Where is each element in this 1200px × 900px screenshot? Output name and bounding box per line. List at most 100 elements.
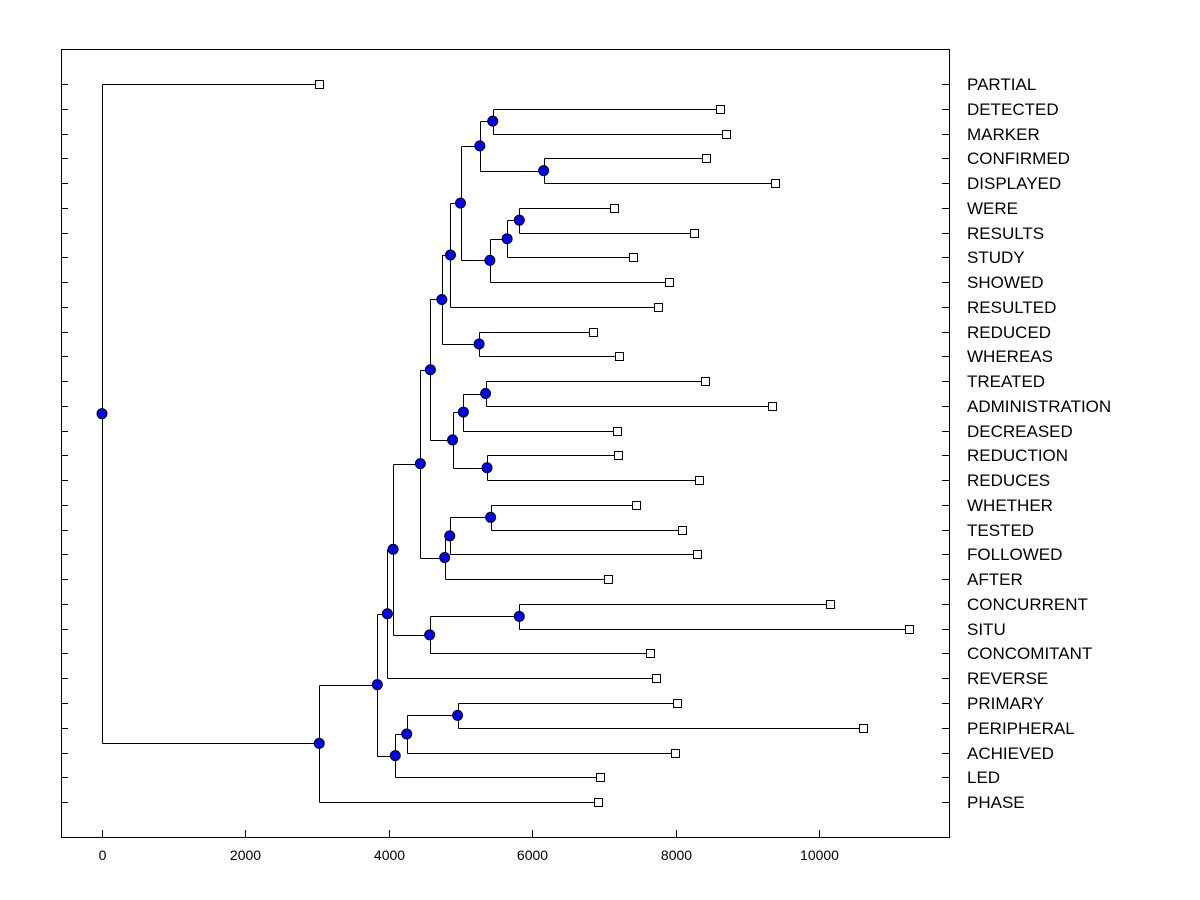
leaf-label: RESULTS: [967, 224, 1044, 243]
merge-node-marker: [424, 629, 436, 641]
merge-node-marker: [444, 530, 456, 542]
leaf-marker: [614, 451, 623, 460]
leaf-label: DISPLAYED: [967, 174, 1061, 193]
x-axis-ticks: [102, 830, 820, 837]
leaf-label: CONFIRMED: [967, 149, 1070, 168]
right-axis-ticks: [942, 84, 949, 803]
merge-node-marker: [389, 750, 401, 762]
leaf-marker: [629, 253, 638, 262]
merge-node-markers: [96, 115, 550, 762]
merge-node-marker: [457, 406, 469, 418]
leaf-label: TESTED: [967, 521, 1034, 540]
leaf-marker: [596, 773, 605, 782]
leaf-label: STUDY: [967, 248, 1025, 267]
leaf-label: DETECTED: [967, 100, 1059, 119]
leaf-label: AFTER: [967, 570, 1023, 589]
leaf-marker: [604, 575, 613, 584]
leaf-label: DECREASED: [967, 422, 1073, 441]
leaf-label: REDUCED: [967, 323, 1051, 342]
merge-node-marker: [452, 709, 464, 721]
leaf-labels: PARTIAL DETECTED MARKER CONFIRMED DISPLAYED W…: [967, 75, 1111, 812]
merge-node-marker: [538, 165, 550, 177]
leaf-label: CONCOMITANT: [967, 644, 1092, 663]
merge-node-marker: [480, 388, 492, 399]
leaf-marker: [589, 328, 598, 337]
leaf-marker: [652, 674, 661, 683]
leaf-marker: [690, 229, 699, 238]
leaf-marker: [678, 526, 687, 535]
leaf-marker: [826, 600, 835, 609]
merge-node-marker: [387, 543, 399, 555]
leaf-marker: [695, 476, 704, 485]
leaf-marker: [716, 105, 725, 114]
merge-node-marker: [485, 511, 497, 523]
leaf-marker: [722, 130, 731, 139]
leaf-label: PHASE: [967, 793, 1025, 812]
merge-node-marker: [381, 608, 393, 620]
leaf-marker: [701, 377, 710, 386]
merge-node-marker: [313, 737, 325, 749]
merge-node-marker: [487, 115, 499, 127]
leaf-marker: [771, 179, 780, 188]
merge-node-marker: [455, 197, 466, 209]
leaf-marker: [673, 699, 682, 708]
leaf-label: REDUCTION: [967, 446, 1068, 465]
leaf-marker: [693, 550, 702, 559]
merge-node-marker: [439, 552, 451, 564]
x-tick-labels: 0 2000 4000 6000 8000 10000: [99, 847, 840, 863]
leaf-label: RESULTED: [967, 298, 1056, 317]
leaf-marker: [632, 501, 641, 510]
leaf-marker: [859, 724, 868, 733]
x-tick-label: 8000: [661, 847, 692, 863]
x-tick-label: 2000: [230, 847, 261, 863]
merge-node-marker: [444, 249, 456, 261]
leaf-markers: [315, 80, 914, 807]
leaf-marker: [613, 427, 622, 436]
dendrogram-edges: [102, 84, 910, 803]
merge-node-marker: [447, 434, 459, 446]
plot-frame: [61, 49, 950, 838]
x-tick-label: 6000: [517, 847, 548, 863]
leaf-marker: [654, 303, 663, 312]
leaf-label: REVERSE: [967, 669, 1048, 688]
leaf-marker: [671, 749, 680, 758]
merge-node-marker: [96, 408, 108, 420]
merge-node-marker: [513, 214, 525, 226]
merge-node-marker: [473, 338, 485, 350]
leaf-marker: [615, 352, 624, 361]
x-tick-label: 0: [99, 847, 107, 863]
leaf-label: TREATED: [967, 372, 1045, 391]
leaf-label: PARTIAL: [967, 75, 1036, 94]
leaf-marker: [315, 80, 324, 89]
leaf-label: LED: [967, 768, 1000, 787]
leaf-marker: [610, 204, 619, 213]
leaf-marker: [702, 154, 711, 163]
x-tick-label: 10000: [800, 847, 839, 863]
x-tick-label: 4000: [374, 847, 405, 863]
leaf-label: PERIPHERAL: [967, 719, 1075, 738]
merge-node-marker: [501, 233, 513, 245]
leaf-marker: [646, 649, 655, 658]
leaf-label: CONCURRENT: [967, 595, 1088, 614]
merge-node-marker: [371, 679, 383, 691]
leaf-label: ADMINISTRATION: [967, 397, 1111, 416]
merge-node-marker: [401, 728, 413, 740]
leaf-marker: [665, 278, 674, 287]
left-axis-ticks: [61, 84, 68, 803]
leaf-label: PRIMARY: [967, 694, 1044, 713]
leaf-marker: [594, 798, 603, 807]
leaf-label: SITU: [967, 620, 1006, 639]
leaf-label: SHOWED: [967, 273, 1044, 292]
leaf-label: REDUCES: [967, 471, 1050, 490]
merge-node-marker: [481, 462, 493, 474]
leaf-label: FOLLOWED: [967, 545, 1062, 564]
leaf-marker: [905, 625, 914, 634]
merge-node-marker: [424, 364, 436, 376]
leaf-marker: [768, 402, 777, 411]
merge-node-marker: [436, 293, 448, 305]
merge-node-marker: [484, 254, 496, 266]
merge-node-marker: [414, 458, 426, 470]
leaf-label: ACHIEVED: [967, 744, 1054, 763]
merge-node-marker: [513, 610, 525, 622]
